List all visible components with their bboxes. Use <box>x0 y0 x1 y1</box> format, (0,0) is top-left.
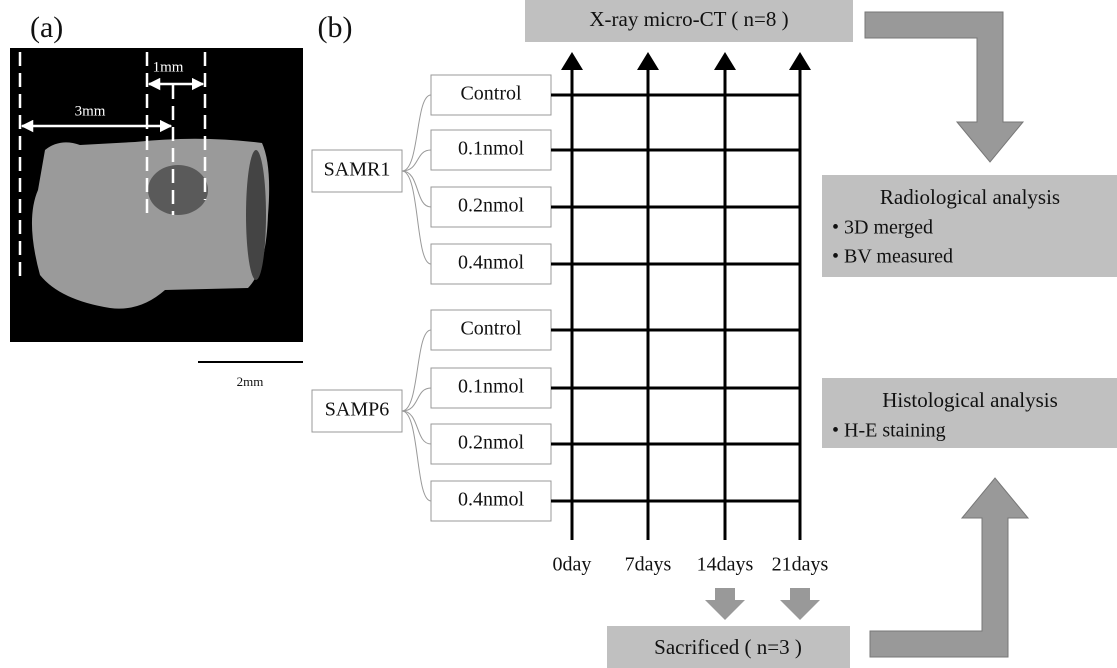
group-label: SAMR1 <box>324 159 391 181</box>
timeline-arrowhead <box>637 52 659 70</box>
dose-label: 0.2nmol <box>458 432 525 454</box>
dose-label: Control <box>460 318 522 340</box>
connector <box>402 171 431 207</box>
down-arrow <box>780 588 820 620</box>
dose-label: 0.4nmol <box>458 489 525 511</box>
analysis-item: • BV measured <box>832 246 953 268</box>
timepoint-label: 7days <box>625 554 672 576</box>
bottom-box-text: Sacrificed ( n=3 ) <box>654 635 802 659</box>
dimension-label: 1mm <box>153 59 184 75</box>
panel-label: (a) <box>30 11 63 44</box>
dimension-label: 3mm <box>75 103 106 119</box>
timeline-arrowhead <box>789 52 811 70</box>
scale-label: 2mm <box>237 374 264 389</box>
connector <box>402 95 431 171</box>
top-box-text: X-ray micro-CT ( n=8 ) <box>589 7 788 31</box>
dose-label: Control <box>460 83 522 105</box>
timeline-arrowhead <box>561 52 583 70</box>
panel-label: (b) <box>318 11 353 44</box>
connector <box>402 388 431 411</box>
timeline-arrowhead <box>714 52 736 70</box>
dose-label: 0.1nmol <box>458 376 525 398</box>
flow-arrow <box>865 12 1023 162</box>
figure: (a) 3mm 1mm 2mm (b) X-ray micro-CT ( n=8… <box>0 0 1117 668</box>
defect <box>148 165 208 215</box>
connector <box>402 150 431 171</box>
bone-end <box>246 150 266 280</box>
analysis-item: • H-E staining <box>832 420 946 442</box>
connector <box>402 330 431 411</box>
flow-arrow <box>870 478 1028 657</box>
timepoint-label: 0day <box>553 554 592 576</box>
timepoint-label: 14days <box>697 554 754 576</box>
connector <box>402 171 431 264</box>
analysis-title: Histological analysis <box>882 388 1058 412</box>
timepoint-label: 21days <box>772 554 829 576</box>
dose-label: 0.4nmol <box>458 252 525 274</box>
dose-label: 0.1nmol <box>458 138 525 160</box>
down-arrow <box>705 588 745 620</box>
analysis-item: • 3D merged <box>832 217 933 239</box>
dose-label: 0.2nmol <box>458 195 525 217</box>
bone <box>32 139 269 309</box>
connector <box>402 411 431 444</box>
group-label: SAMP6 <box>325 399 389 421</box>
analysis-title: Radiological analysis <box>880 185 1060 209</box>
